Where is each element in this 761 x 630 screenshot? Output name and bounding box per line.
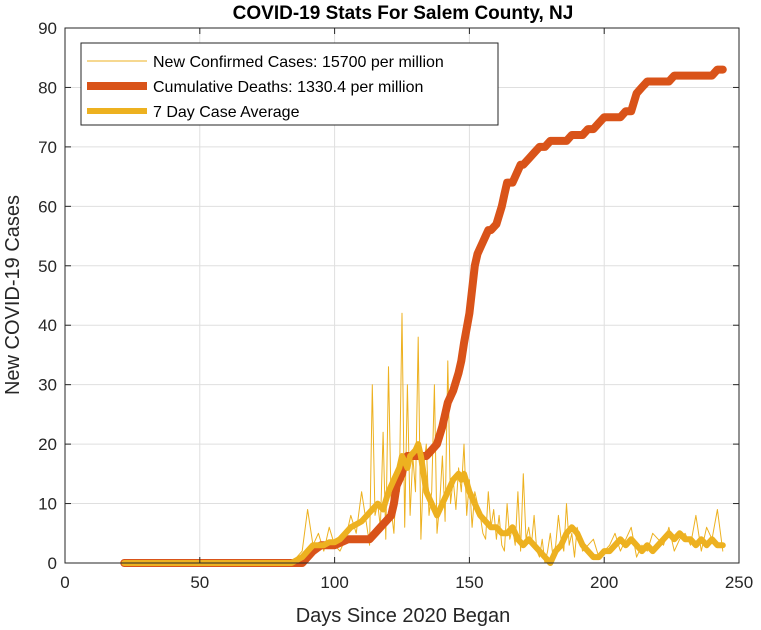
x-tick-label: 150	[455, 573, 483, 592]
y-tick-label: 10	[38, 495, 57, 514]
x-tick-label: 200	[590, 573, 618, 592]
ticks: 0 50 100 150 200 250 0 10 20 30 40 50 60 70 80 90	[38, 19, 753, 592]
y-tick-label: 0	[48, 554, 57, 573]
x-tick-label: 250	[725, 573, 753, 592]
x-axis-label: Days Since 2020 Began	[296, 605, 511, 627]
seven-day-average-line	[121, 441, 726, 566]
y-tick-label: 60	[38, 197, 57, 216]
legend-entry: Cumulative Deaths: 1330.4 per million	[153, 79, 423, 96]
chart-title: COVID-19 Stats For Salem County, NJ	[233, 3, 574, 24]
y-tick-label: 30	[38, 376, 57, 395]
x-tick-label: 0	[60, 573, 69, 592]
y-tick-label: 70	[38, 138, 57, 157]
y-tick-label: 20	[38, 435, 57, 454]
y-tick-label: 50	[38, 257, 57, 276]
legend: New Confirmed Cases: 15700 per million Cu…	[80, 42, 499, 126]
plot-series	[120, 65, 727, 567]
legend-entry: 7 Day Case Average	[153, 104, 300, 121]
x-tick-label: 50	[190, 573, 209, 592]
axes-box	[64, 27, 740, 564]
x-tick-label: 100	[320, 573, 348, 592]
new-cases-line	[123, 312, 724, 564]
y-axis-label: New COVID-19 Cases	[2, 195, 24, 395]
cumulative-deaths-line	[120, 65, 727, 567]
y-tick-label: 80	[38, 78, 57, 97]
y-tick-label: 40	[38, 316, 57, 335]
legend-box	[80, 42, 499, 126]
y-tick-label: 90	[38, 19, 57, 38]
legend-entry: New Confirmed Cases: 15700 per million	[153, 54, 444, 71]
